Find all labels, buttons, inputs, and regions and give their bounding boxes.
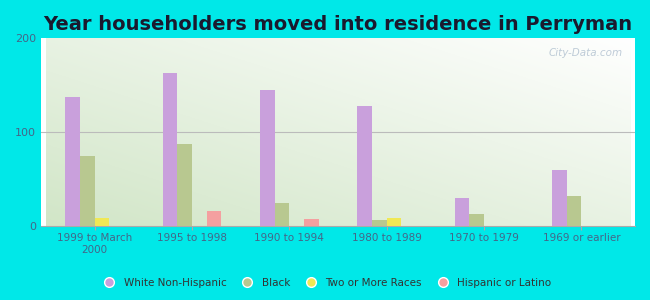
Bar	[66, 97, 80, 226]
Bar	[94, 218, 109, 226]
Text: City-Data.com: City-Data.com	[549, 48, 623, 58]
Bar	[304, 219, 318, 226]
Bar	[80, 156, 94, 226]
Bar	[372, 220, 387, 226]
Bar	[275, 203, 289, 226]
Bar	[358, 106, 372, 226]
Bar	[162, 73, 177, 226]
Bar	[567, 196, 582, 226]
Title: Year householders moved into residence in Perryman: Year householders moved into residence i…	[44, 15, 632, 34]
Bar	[469, 214, 484, 226]
Bar	[455, 198, 469, 226]
Legend: White Non-Hispanic, Black, Two or More Races, Hispanic or Latino: White Non-Hispanic, Black, Two or More R…	[94, 274, 556, 292]
Bar	[552, 170, 567, 226]
Bar	[387, 218, 401, 226]
Bar	[260, 90, 275, 226]
Bar	[207, 212, 221, 226]
Bar	[177, 144, 192, 226]
